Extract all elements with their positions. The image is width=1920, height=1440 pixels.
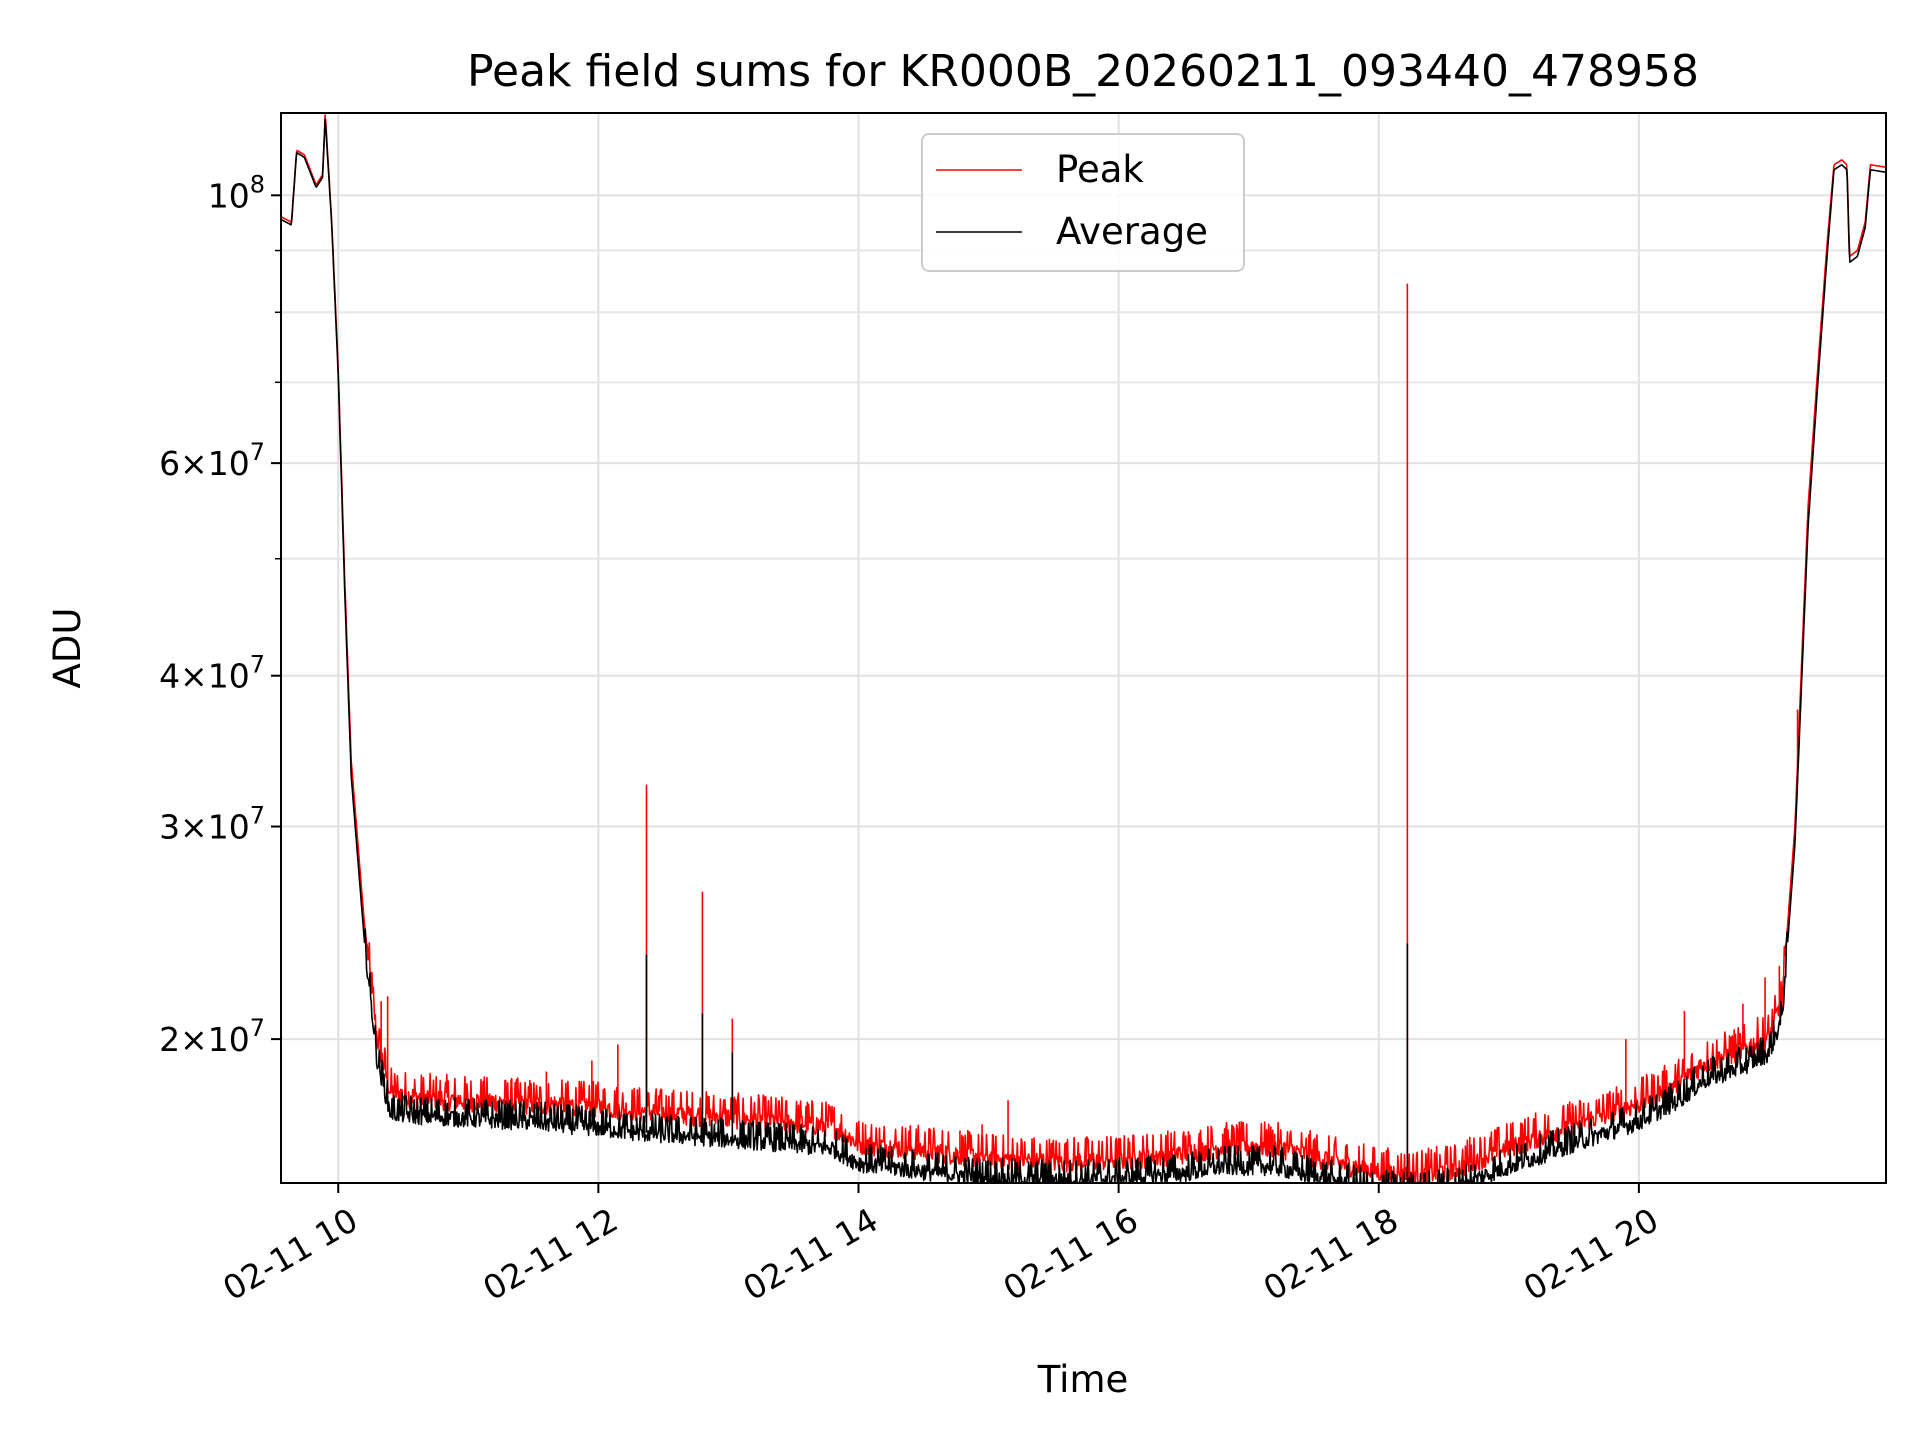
- y-tick-base: 10: [208, 444, 250, 483]
- y-tick-base: 10: [208, 657, 250, 696]
- legend: Peak Average: [921, 133, 1245, 272]
- y-tick-mantissa: 6×: [159, 444, 208, 483]
- plot-frame: [280, 112, 1887, 1184]
- average-series: [281, 118, 1886, 1183]
- y-tick-base: 10: [208, 176, 250, 215]
- legend-box: [921, 133, 1245, 272]
- y-axis-label: ADU: [46, 608, 89, 689]
- legend-average-label: Average: [1056, 210, 1208, 253]
- y-tick-base: 10: [208, 1020, 250, 1059]
- y-tick-mantissa: 2×: [159, 1020, 208, 1059]
- y-tick-label: 6×107: [159, 438, 265, 483]
- y-tick-label: 4×107: [159, 651, 265, 696]
- series-layer: [281, 114, 1886, 1183]
- y-tick-exponent: 8: [250, 170, 265, 198]
- y-tick-label: 108: [208, 170, 265, 215]
- y-tick-exponent: 7: [250, 651, 265, 679]
- y-tick-label: 2×107: [159, 1014, 265, 1059]
- legend-peak-label: Peak: [1056, 148, 1144, 191]
- y-tick-base: 10: [208, 808, 250, 847]
- y-tick-exponent: 7: [250, 802, 265, 830]
- y-tick-label: 3×107: [159, 802, 265, 847]
- peak-line: [281, 114, 1886, 1183]
- average-line: [281, 118, 1886, 1183]
- x-axis-label: Time: [1037, 1358, 1129, 1401]
- y-tick-mantissa: 4×: [159, 657, 208, 696]
- y-tick-exponent: 7: [250, 438, 265, 466]
- y-tick-mantissa: 3×: [159, 808, 208, 847]
- chart-title: Peak field sums for KR000B_20260211_0934…: [467, 46, 1699, 97]
- y-tick-exponent: 7: [250, 1014, 265, 1042]
